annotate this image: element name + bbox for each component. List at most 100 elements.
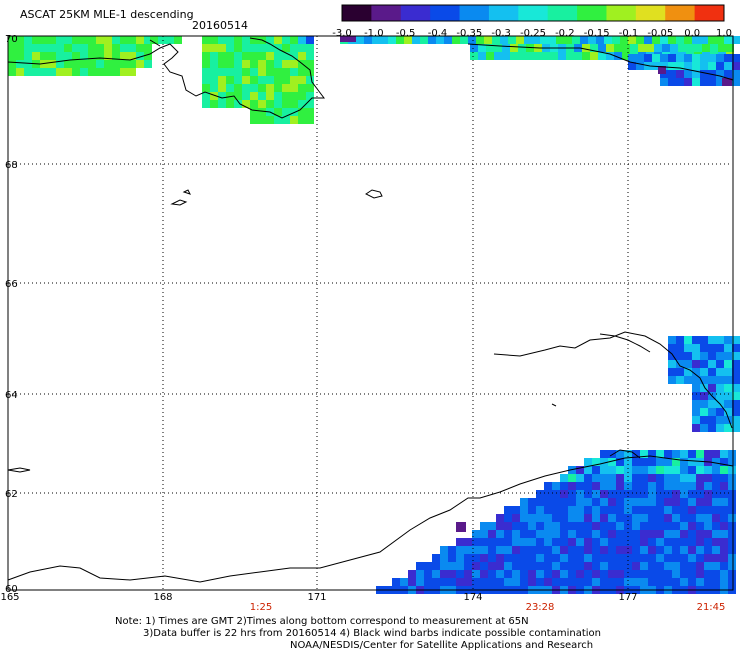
data-cell: [290, 84, 298, 92]
data-cell: [664, 522, 672, 530]
data-cell: [668, 360, 676, 368]
data-cell: [624, 498, 632, 506]
data-cell: [24, 52, 32, 60]
data-cell: [72, 44, 80, 52]
data-cell: [112, 44, 120, 52]
data-cell: [80, 44, 88, 52]
data-cell: [712, 482, 720, 490]
data-cell: [202, 60, 210, 68]
data-cell: [632, 514, 640, 522]
data-cell: [616, 458, 624, 466]
data-cell: [298, 76, 306, 84]
data-cell: [616, 538, 624, 546]
data-cell: [460, 36, 468, 44]
data-cell: [210, 100, 218, 108]
data-cell: [258, 84, 266, 92]
data-cell: [684, 70, 692, 78]
data-cell: [638, 44, 646, 52]
data-cell: [584, 546, 592, 554]
data-cell: [298, 100, 306, 108]
data-cell: [692, 70, 700, 78]
data-cell: [700, 384, 708, 392]
data-cell: [616, 506, 624, 514]
data-cell: [616, 514, 624, 522]
data-cell: [632, 562, 640, 570]
data-cell: [560, 474, 568, 482]
data-cell: [16, 68, 24, 76]
data-cell: [724, 400, 732, 408]
data-cell: [392, 578, 400, 586]
data-cell: [600, 450, 608, 458]
data-cell: [700, 62, 708, 70]
data-cell: [282, 108, 290, 116]
data-cell: [688, 498, 696, 506]
data-cell: [488, 538, 496, 546]
data-cell: [592, 490, 600, 498]
data-cell: [234, 60, 242, 68]
data-cell: [624, 450, 632, 458]
data-cell: [544, 554, 552, 562]
data-cell: [732, 70, 740, 78]
data-cell: [684, 360, 692, 368]
data-cell: [708, 400, 716, 408]
data-cell: [456, 554, 464, 562]
data-cell: [202, 92, 210, 100]
data-cell: [488, 522, 496, 530]
data-cell: [544, 482, 552, 490]
data-cell: [306, 44, 314, 52]
colorbar-swatch: [665, 5, 696, 21]
longitude-label: 174: [463, 592, 483, 603]
data-cell: [584, 514, 592, 522]
data-cell: [700, 36, 708, 44]
data-cell: [724, 384, 732, 392]
data-cell: [584, 522, 592, 530]
data-cell: [504, 522, 512, 530]
data-cell: [632, 506, 640, 514]
data-cell: [648, 562, 656, 570]
data-cell: [632, 570, 640, 578]
data-cell: [716, 352, 724, 360]
data-cell: [568, 490, 576, 498]
data-cell: [580, 36, 588, 44]
data-cell: [692, 336, 700, 344]
data-cell: [608, 466, 616, 474]
data-cell: [656, 466, 664, 474]
data-cell: [676, 62, 684, 70]
data-cell: [218, 76, 226, 84]
data-cell: [608, 538, 616, 546]
data-cell: [64, 36, 72, 44]
data-cell: [708, 54, 716, 62]
data-cell: [552, 514, 560, 522]
data-cell: [274, 44, 282, 52]
data-cell: [544, 538, 552, 546]
data-cell: [656, 570, 664, 578]
data-cell: [464, 538, 472, 546]
data-cell: [648, 506, 656, 514]
data-cell: [672, 506, 680, 514]
data-cell: [576, 530, 584, 538]
data-cell: [306, 52, 314, 60]
data-cell: [720, 538, 728, 546]
data-cell: [568, 506, 576, 514]
data-cell: [560, 482, 568, 490]
data-cell: [520, 538, 528, 546]
data-cell: [616, 562, 624, 570]
data-cell: [226, 68, 234, 76]
data-cell: [258, 44, 266, 52]
data-cell: [80, 60, 88, 68]
data-cell: [640, 498, 648, 506]
data-cell: [684, 62, 692, 70]
data-cell: [616, 490, 624, 498]
data-cell: [708, 336, 716, 344]
data-cell: [716, 416, 724, 424]
colorbar-label: -0.2: [555, 28, 575, 39]
data-cell: [676, 336, 684, 344]
data-cell: [408, 578, 416, 586]
data-cell: [688, 466, 696, 474]
colorbar-swatch: [488, 5, 519, 21]
data-cell: [128, 60, 136, 68]
data-cell: [640, 482, 648, 490]
data-cell: [648, 530, 656, 538]
data-cell: [136, 60, 144, 68]
data-cell: [664, 530, 672, 538]
